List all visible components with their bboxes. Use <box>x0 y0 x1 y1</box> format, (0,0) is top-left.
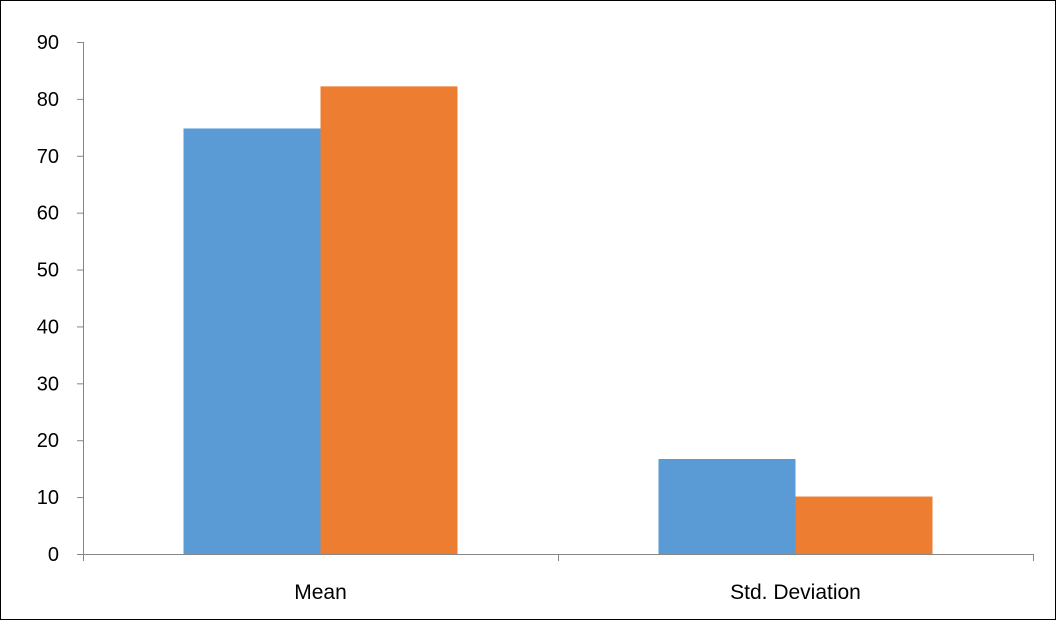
y-tick-label-50: 50 <box>37 260 59 282</box>
axes-group <box>77 42 1034 561</box>
labels-group: 0 10 20 30 40 50 60 70 80 90 Mean Std. Deviation <box>37 32 861 604</box>
bar-mean-series-2 <box>320 86 458 554</box>
bar-std-deviation-series-2 <box>795 496 933 554</box>
bar-mean-series-1 <box>183 128 321 554</box>
y-tick-label-20: 20 <box>37 430 59 452</box>
x-category-label-std-deviation: Std. Deviation <box>730 581 861 604</box>
y-tick-label-80: 80 <box>37 89 59 111</box>
bars-group <box>183 86 933 554</box>
y-tick-label-90: 90 <box>37 32 59 54</box>
y-tick-label-10: 10 <box>37 487 59 509</box>
bar-std-deviation-series-1 <box>658 458 796 554</box>
y-tick-label-70: 70 <box>37 146 59 168</box>
y-tick-label-60: 60 <box>37 203 59 225</box>
y-tick-label-0: 0 <box>48 544 59 566</box>
y-tick-label-40: 40 <box>37 316 59 338</box>
y-tick-label-30: 30 <box>37 373 59 395</box>
x-category-label-mean: Mean <box>294 581 347 604</box>
